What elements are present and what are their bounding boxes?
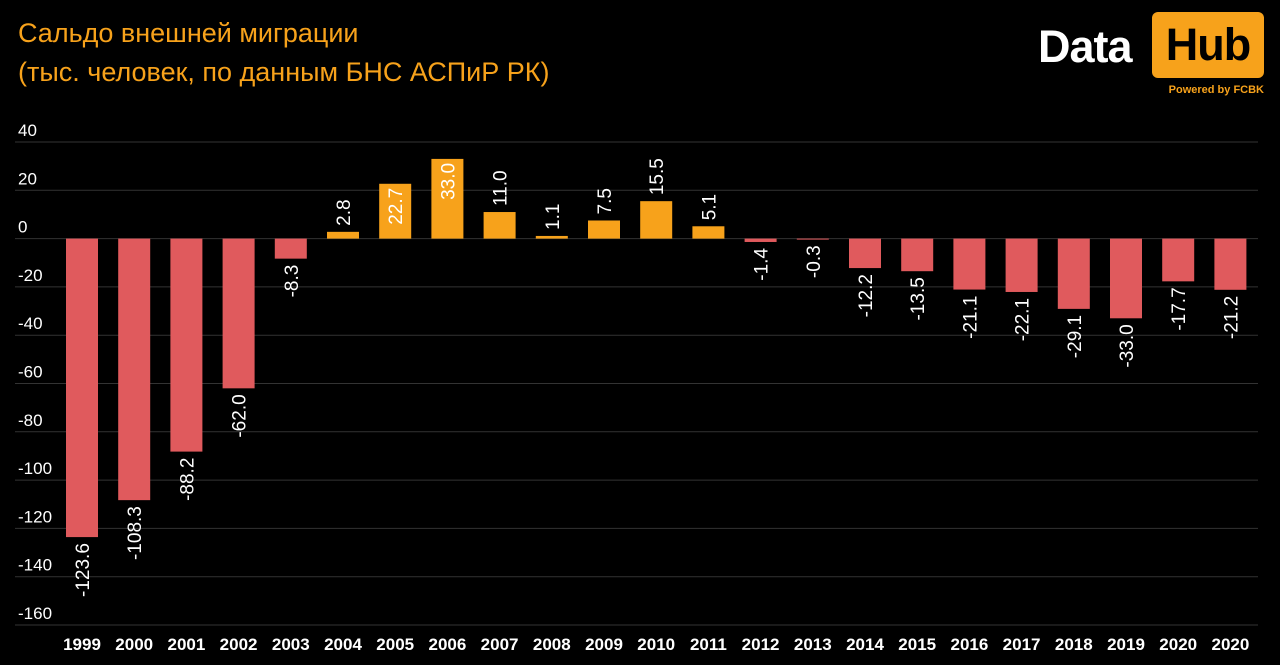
y-tick-label: -120	[18, 507, 52, 526]
x-tick-label: 2005	[376, 635, 414, 654]
data-label: -108.3	[125, 506, 146, 560]
title-block: Сальдо внешней миграции (тыс. человек, п…	[18, 14, 549, 92]
bar	[901, 238, 934, 272]
bar	[744, 238, 777, 242]
bar	[588, 220, 620, 239]
data-label: 7.5	[595, 188, 616, 214]
x-tick-label: 2020	[1159, 635, 1197, 654]
chart-title: Сальдо внешней миграции	[18, 18, 359, 48]
bar	[1162, 238, 1195, 282]
bar	[431, 158, 464, 239]
x-tick-label: 2017	[1003, 635, 1041, 654]
bar	[222, 238, 255, 389]
datahub-logo: Data Hub Powered by FCBK	[1038, 10, 1264, 100]
logo-word-data: Data	[1038, 21, 1133, 72]
data-label: -33.0	[1117, 324, 1138, 367]
data-label: -123.6	[73, 543, 94, 597]
data-label: 33.0	[438, 163, 459, 200]
y-tick-label: -140	[18, 556, 52, 575]
y-tick-label: -40	[18, 314, 43, 333]
data-label: -13.5	[908, 277, 929, 320]
x-tick-label: 2018	[1055, 635, 1093, 654]
y-tick-label: -160	[18, 604, 52, 623]
data-label: 15.5	[647, 158, 668, 195]
logo-tagline: Powered by FCBK	[1168, 84, 1264, 96]
x-tick-label: 2012	[742, 635, 780, 654]
x-tick-label: 2020	[1211, 635, 1249, 654]
x-tick-label: 2011	[690, 635, 727, 654]
data-label: 1.1	[543, 204, 564, 230]
x-tick-label: 2019	[1107, 635, 1145, 654]
x-tick-label: 2006	[428, 635, 466, 654]
bar	[953, 238, 986, 290]
data-label: -29.1	[1065, 315, 1086, 358]
data-label: -22.1	[1013, 298, 1034, 341]
data-label: 5.1	[699, 194, 720, 220]
bar	[1214, 238, 1247, 290]
y-tick-label: 0	[18, 218, 27, 237]
logo-word-hub: Hub	[1152, 12, 1264, 78]
x-tick-label: 2009	[585, 635, 623, 654]
y-tick-label: -20	[18, 266, 43, 285]
data-label: -21.1	[960, 296, 981, 339]
y-tick-label: -100	[18, 459, 52, 478]
chart-subtitle: (тыс. человек, по данным БНС АСПиР РК)	[18, 57, 550, 87]
bar	[796, 238, 829, 240]
x-tick-label: 2013	[794, 635, 832, 654]
data-label: 22.7	[386, 188, 407, 225]
x-tick-label: 2001	[167, 635, 205, 654]
data-label: -88.2	[177, 458, 198, 501]
bar	[66, 238, 98, 538]
x-tick-label: 2010	[637, 635, 675, 654]
x-tick-label: 1999	[63, 635, 101, 654]
bar	[692, 226, 725, 239]
bar	[1110, 238, 1142, 319]
x-tick-label: 2003	[272, 635, 310, 654]
x-tick-label: 2008	[533, 635, 571, 654]
data-label: -8.3	[282, 265, 303, 298]
x-tick-label: 2015	[898, 635, 936, 654]
data-label: -0.3	[804, 245, 825, 278]
y-tick-label: 40	[18, 121, 37, 140]
data-label: 11.0	[491, 170, 512, 206]
x-tick-label: 2007	[481, 635, 519, 654]
bar	[379, 183, 412, 239]
bar	[535, 235, 568, 239]
data-label: -1.4	[752, 248, 773, 281]
bar	[327, 231, 359, 239]
bar	[118, 238, 151, 501]
bar	[1005, 238, 1038, 292]
bar	[274, 238, 307, 259]
data-label: 2.8	[334, 199, 355, 225]
y-tick-label: 20	[18, 169, 37, 188]
data-label: -62.0	[230, 394, 251, 437]
bar	[640, 201, 673, 239]
data-label: -12.2	[856, 274, 877, 317]
x-tick-label: 2000	[115, 635, 153, 654]
bar	[849, 238, 881, 269]
bar	[170, 238, 203, 452]
y-tick-label: -60	[18, 363, 43, 382]
x-tick-label: 2016	[950, 635, 988, 654]
bar	[1057, 238, 1090, 309]
y-tick-label: -80	[18, 411, 43, 430]
x-tick-label: 2004	[324, 635, 362, 654]
x-tick-label: 2014	[846, 635, 884, 654]
x-tick-label: 2002	[220, 635, 258, 654]
data-label: -17.7	[1169, 287, 1190, 330]
data-label: -21.2	[1221, 296, 1242, 339]
bar	[483, 212, 516, 239]
